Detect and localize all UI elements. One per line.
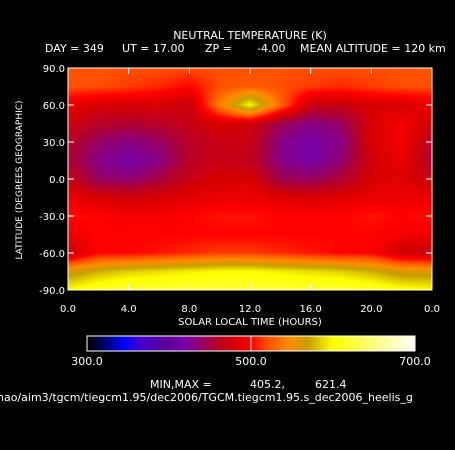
chart-title: NEUTRAL TEMPERATURE (K) [173,29,327,42]
x-tick-label: 8.0 [181,304,197,315]
heatmap-plot [67,67,433,291]
max-value: 621.4 [315,378,347,391]
colorbar-tick-label: 700.0 [399,355,431,368]
minmax-label: MIN,MAX = [150,378,212,391]
y-tick-label: 0.0 [49,175,65,186]
x-tick-label: 20.0 [360,304,382,315]
y-tick-label: 60.0 [43,101,65,112]
subtitle-mean-altitude: MEAN ALTITUDE = 120 km [300,42,446,55]
colorbar-tick-label: 500.0 [235,355,267,368]
colorbar-tick-label: 300.0 [71,355,103,368]
x-axis-label: SOLAR LOCAL TIME (HOURS) [178,317,322,328]
x-tick-label: 0.0 [60,304,76,315]
y-axis: 90.0 60.0 30.0 0.0 -30.0 -60.0 -90.0 [39,64,432,297]
x-tick-label: 16.0 [300,304,322,315]
subtitle-zp: ZP = [205,42,232,55]
y-tick-label: -30.0 [39,212,65,223]
x-tick-label: 4.0 [121,304,137,315]
subtitle-ut: UT = 17.00 [122,42,184,55]
colorbar-labels: 300.0 500.0 700.0 [71,336,431,368]
x-tick-label: 12.0 [239,304,261,315]
y-tick-label: 30.0 [43,138,65,149]
y-tick-label: -90.0 [39,286,65,297]
subtitle-zp-value: -4.00 [257,42,285,55]
x-axis: 0.0 4.0 8.0 12.0 16.0 20.0 0.0 [60,68,440,315]
min-value: 405.2, [250,378,285,391]
subtitle-day: DAY = 349 [45,42,104,55]
footer-file-path: nao/aim3/tgcm/tiegcm1.95/dec2006/TGCM.ti… [0,391,413,404]
y-tick-label: 90.0 [43,64,65,75]
y-tick-label: -60.0 [39,249,65,260]
y-axis-label: LATITUDE (DEGREES GEOGRAPHIC) [15,100,25,259]
x-tick-label: 0.0 [424,304,440,315]
